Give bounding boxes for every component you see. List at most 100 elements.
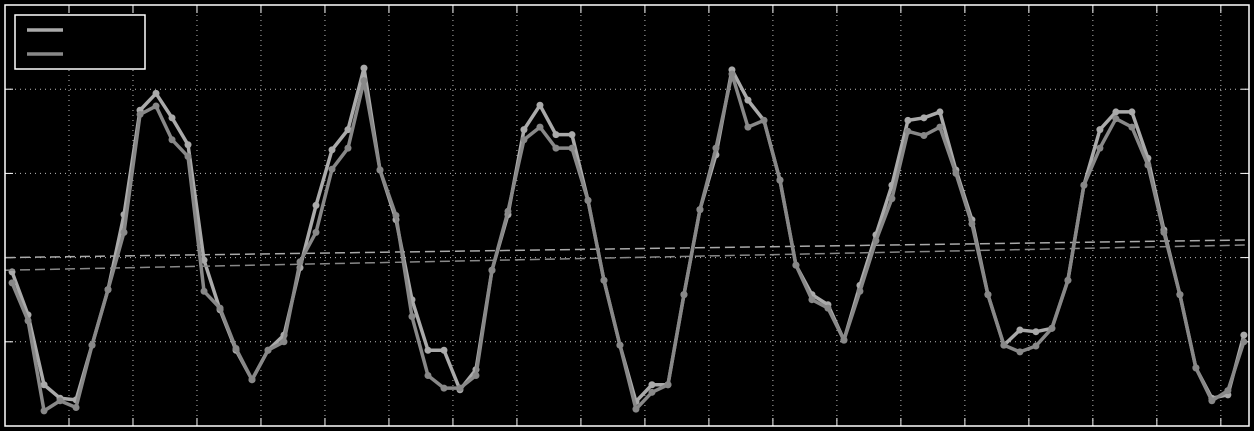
data-point — [328, 146, 336, 154]
data-point — [168, 136, 176, 144]
data-point — [1160, 228, 1168, 236]
data-point — [56, 397, 64, 405]
data-point — [584, 196, 592, 204]
data-point — [120, 228, 128, 236]
data-point — [936, 123, 944, 131]
data-point — [1016, 348, 1024, 356]
data-point — [920, 132, 928, 140]
data-point — [920, 114, 928, 122]
data-point — [344, 144, 352, 152]
data-point — [680, 291, 688, 299]
data-point — [104, 286, 112, 294]
data-point — [1016, 326, 1024, 334]
data-point — [600, 276, 608, 284]
data-point — [520, 126, 528, 134]
data-point — [216, 304, 224, 312]
data-point — [1080, 181, 1088, 189]
data-point — [1240, 338, 1248, 346]
legend-box — [14, 14, 146, 70]
data-point — [488, 266, 496, 274]
data-point — [632, 405, 640, 413]
data-point — [744, 96, 752, 104]
data-point — [904, 127, 912, 135]
data-point — [72, 403, 80, 411]
data-point — [424, 346, 432, 354]
data-point — [1000, 341, 1008, 349]
data-point — [744, 123, 752, 131]
data-point — [568, 131, 576, 139]
data-point — [1064, 276, 1072, 284]
data-point — [392, 212, 400, 219]
data-point — [984, 291, 992, 299]
data-point — [264, 346, 272, 354]
data-point — [168, 114, 176, 122]
data-point — [472, 371, 480, 379]
data-point — [1224, 387, 1232, 395]
trend-line — [4, 244, 1250, 271]
data-point — [968, 220, 976, 228]
data-point — [200, 287, 208, 295]
data-point — [776, 176, 784, 184]
data-point — [856, 287, 864, 295]
data-point — [88, 341, 96, 349]
data-point — [424, 371, 432, 379]
data-point — [904, 116, 912, 124]
data-point — [1048, 324, 1056, 332]
data-point — [408, 313, 416, 321]
plot-frame — [4, 4, 1250, 427]
data-point — [376, 166, 384, 174]
data-point — [808, 296, 816, 304]
data-point — [504, 207, 512, 215]
trend-line — [4, 239, 1250, 259]
data-point — [184, 141, 192, 149]
data-point — [1128, 123, 1136, 131]
data-point — [1032, 328, 1040, 336]
data-point — [152, 102, 160, 110]
data-point — [536, 101, 544, 109]
data-point — [440, 346, 448, 354]
data-point — [520, 136, 528, 144]
data-point — [360, 64, 368, 72]
data-point — [152, 89, 160, 97]
data-point — [792, 261, 800, 269]
data-point — [440, 384, 448, 392]
data-point — [8, 279, 16, 287]
data-point — [824, 304, 832, 312]
data-point — [1096, 126, 1104, 134]
data-point — [664, 381, 672, 389]
data-point — [184, 153, 192, 161]
data-point — [952, 169, 960, 177]
data-point — [1192, 364, 1200, 372]
data-point — [888, 195, 896, 203]
data-point — [280, 338, 288, 346]
series-line — [10, 72, 1246, 413]
data-point — [552, 131, 560, 139]
data-point — [616, 341, 624, 349]
data-point — [1208, 397, 1216, 405]
data-point — [712, 144, 720, 152]
data-point — [872, 237, 880, 245]
data-point — [1112, 115, 1120, 123]
data-point — [312, 201, 320, 209]
data-point — [840, 336, 848, 344]
data-point — [552, 144, 560, 152]
data-point — [296, 258, 304, 266]
data-point — [536, 123, 544, 131]
data-point — [248, 376, 256, 384]
data-point — [1032, 342, 1040, 350]
data-point — [360, 77, 368, 85]
data-point — [1240, 331, 1248, 339]
data-point — [328, 165, 336, 173]
data-point — [1176, 291, 1184, 299]
data-point — [1144, 161, 1152, 169]
data-point — [936, 108, 944, 116]
data-point — [136, 110, 144, 118]
data-point — [232, 345, 240, 353]
data-point — [648, 381, 656, 389]
data-point — [696, 206, 704, 214]
data-point — [1128, 108, 1136, 116]
data-point — [1112, 108, 1120, 116]
data-point — [40, 381, 48, 389]
data-point — [760, 116, 768, 124]
